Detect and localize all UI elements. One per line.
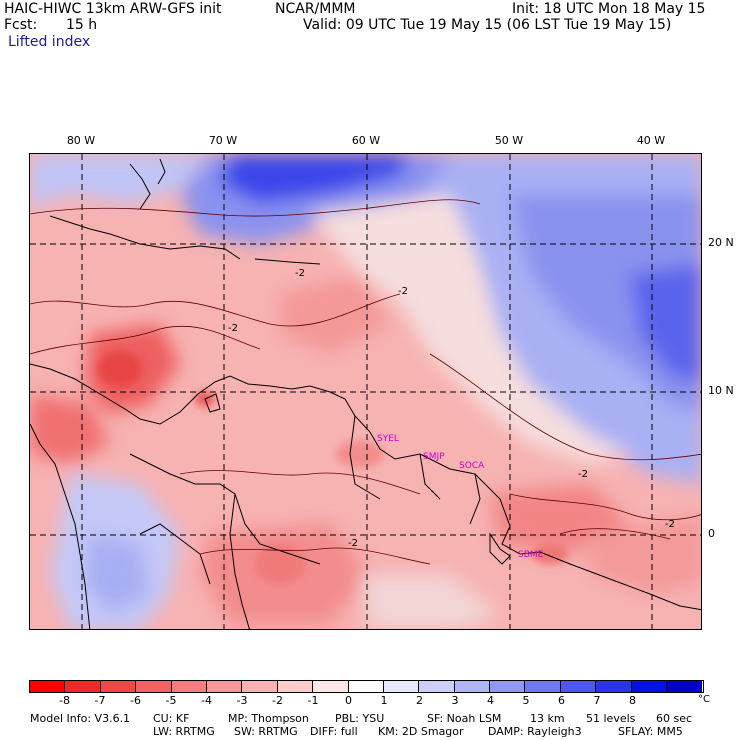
lat-label-0: 0 bbox=[708, 527, 715, 540]
station-label: SYEL bbox=[377, 434, 399, 444]
contour-label: -2 bbox=[665, 519, 675, 530]
model-info-km: KM: 2D Smagor bbox=[378, 725, 464, 738]
colorbar-tick-label: -3 bbox=[236, 694, 248, 707]
colorbar-cell bbox=[525, 681, 561, 692]
lon-label-80w: 80 W bbox=[66, 134, 96, 147]
colorbar-tick-label: 3 bbox=[451, 694, 459, 707]
model-info-pbl: PBL: YSU bbox=[335, 712, 385, 725]
model-info-sflay: SFLAY: MM5 bbox=[618, 725, 683, 738]
colorbar bbox=[29, 680, 704, 693]
contour-label: -2 bbox=[295, 268, 305, 279]
colorbar-tick-label: 4 bbox=[487, 694, 494, 707]
colorbar-cell bbox=[277, 681, 314, 692]
lat-label-10n: 10 N bbox=[708, 384, 734, 397]
model-info-diff: DIFF: full bbox=[310, 725, 358, 738]
lifted-index-map: -2 -2 -2 -2 -2 -2 SYEL SMJP SOCA SBME bbox=[29, 153, 702, 630]
colorbar-tick-label: 1 bbox=[380, 694, 388, 707]
colorbar-cell bbox=[65, 681, 101, 692]
fcst-label: Fcst: bbox=[4, 17, 38, 33]
station-label: SOCA bbox=[459, 461, 485, 471]
model-title: HAIC-HIWC 13km ARW-GFS init bbox=[4, 1, 222, 17]
lon-label-40w: 40 W bbox=[636, 134, 666, 147]
station-label: SBME bbox=[518, 550, 544, 560]
field-shading bbox=[30, 154, 701, 629]
colorbar-tick-label: 7 bbox=[593, 694, 601, 707]
model-info-version: Model Info: V3.6.1 bbox=[30, 712, 131, 725]
colorbar-tick-label: -6 bbox=[130, 694, 141, 707]
field-name: Lifted index bbox=[8, 34, 91, 50]
colorbar-tick-label: 0 bbox=[345, 694, 352, 707]
lon-label-70w: 70 W bbox=[208, 134, 238, 147]
colorbar-tick-label: 5 bbox=[522, 694, 530, 707]
contour-label: -2 bbox=[578, 469, 588, 480]
colorbar-cell bbox=[136, 681, 172, 692]
model-info-damp: DAMP: Rayleigh3 bbox=[488, 725, 582, 738]
colorbar-cell bbox=[206, 681, 243, 692]
model-info-sw: SW: RRTMG bbox=[234, 725, 298, 738]
colorbar-tick-label: -2 bbox=[272, 694, 283, 707]
colorbar-cell bbox=[490, 681, 526, 692]
init-time: Init: 18 UTC Mon 18 May 15 bbox=[512, 1, 706, 17]
colorbar-cell bbox=[171, 681, 207, 692]
lon-label-50w: 50 W bbox=[494, 134, 524, 147]
station-label: SMJP bbox=[423, 452, 445, 462]
contour-label: -2 bbox=[348, 538, 358, 549]
colorbar-tick-label: 8 bbox=[629, 694, 636, 707]
colorbar-cell bbox=[383, 681, 420, 692]
model-info-levels: 51 levels bbox=[586, 712, 636, 725]
map-canvas: -2 -2 -2 -2 -2 -2 bbox=[30, 154, 701, 629]
contour-labels: -2 -2 -2 -2 -2 -2 bbox=[228, 268, 675, 549]
colorbar-cell bbox=[30, 681, 66, 692]
contour-label: -2 bbox=[228, 323, 238, 334]
field-detail bbox=[98, 351, 568, 584]
contours bbox=[30, 199, 701, 565]
valid-time: Valid: 09 UTC Tue 19 May 15 (06 LST Tue … bbox=[303, 17, 672, 33]
org-label: NCAR/MMM bbox=[275, 1, 356, 17]
colorbar-tick-label: 2 bbox=[416, 694, 423, 707]
model-info-resolution: 13 km bbox=[530, 712, 565, 725]
colorbar-cell bbox=[100, 681, 137, 692]
lat-label-20n: 20 N bbox=[708, 236, 734, 249]
model-info-mp: MP: Thompson bbox=[228, 712, 309, 725]
colorbar-cell bbox=[419, 681, 455, 692]
colorbar-tick-label: -7 bbox=[94, 694, 106, 707]
colorbar-cell bbox=[348, 681, 384, 692]
colorbar-tick-label: 6 bbox=[558, 694, 565, 707]
colorbar-unit: °C bbox=[698, 694, 710, 705]
model-info-sf: SF: Noah LSM bbox=[427, 712, 502, 725]
fcst-value: 15 h bbox=[66, 17, 98, 33]
colorbar-tick-label: -5 bbox=[165, 694, 177, 707]
colorbar-cell bbox=[242, 681, 278, 692]
colorbar-cell bbox=[596, 681, 632, 692]
colorbar-cell bbox=[631, 681, 668, 692]
lon-label-60w: 60 W bbox=[351, 134, 381, 147]
colorbar-cell bbox=[560, 681, 597, 692]
coastlines bbox=[30, 158, 701, 629]
contour-label: -2 bbox=[398, 286, 408, 297]
model-info-cu: CU: KF bbox=[153, 712, 190, 725]
colorbar-cell bbox=[667, 681, 703, 692]
colorbar-tick-label: -4 bbox=[201, 694, 212, 707]
colorbar-tick-label: -1 bbox=[307, 694, 319, 707]
graticule bbox=[30, 154, 701, 629]
colorbar-tick-label: -8 bbox=[59, 694, 70, 707]
colorbar-cell bbox=[313, 681, 349, 692]
model-info-lw: LW: RRTMG bbox=[153, 725, 215, 738]
model-info-timestep: 60 sec bbox=[656, 712, 693, 725]
colorbar-cell bbox=[454, 681, 491, 692]
